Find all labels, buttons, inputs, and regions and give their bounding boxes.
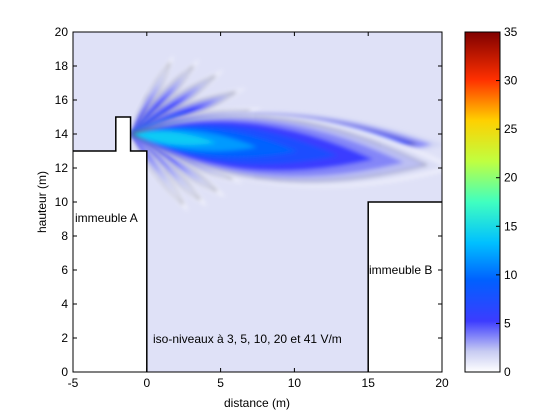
y-tick-label: 14 bbox=[55, 127, 69, 141]
y-tick-label: 4 bbox=[61, 297, 68, 311]
label-building-b: immeuble B bbox=[369, 263, 432, 277]
y-tick-label: 2 bbox=[61, 331, 68, 345]
x-axis-ticks: -5 0 5 10 15 20 bbox=[68, 32, 449, 390]
building-b-fill bbox=[368, 202, 442, 372]
y-tick-label: 20 bbox=[55, 25, 69, 39]
colorbar-tick-label: 20 bbox=[504, 171, 518, 185]
main-lobe-secondary-level-8 bbox=[132, 131, 217, 146]
colorbar-tick-label: 25 bbox=[504, 122, 518, 136]
y-tick-label: 0 bbox=[61, 365, 68, 379]
y-axis-ticks: 0 2 4 6 8 10 12 14 16 18 20 bbox=[55, 25, 442, 379]
y-tick-label: 8 bbox=[61, 229, 68, 243]
y-axis-label: hauteur (m) bbox=[35, 171, 49, 233]
label-building-a: immeuble A bbox=[75, 211, 138, 225]
colorbar bbox=[464, 31, 501, 373]
x-axis-label: distance (m) bbox=[224, 396, 290, 410]
buildings bbox=[73, 116, 442, 372]
colorbar-tick-label: 0 bbox=[504, 365, 511, 379]
building-b-outline bbox=[367, 201, 442, 372]
x-tick-label: 5 bbox=[217, 376, 224, 390]
x-tick-label: 15 bbox=[362, 376, 376, 390]
y-tick-label: 12 bbox=[55, 161, 69, 175]
x-tick-label: 0 bbox=[143, 376, 150, 390]
x-tick-label: 20 bbox=[435, 376, 449, 390]
colorbar-tick-label: 35 bbox=[504, 25, 518, 39]
colorbar-tick-label: 15 bbox=[504, 219, 518, 233]
main-lobe-secondary bbox=[131, 113, 442, 188]
y-tick-label: 16 bbox=[55, 93, 69, 107]
colorbar-ticks: 0 5 10 15 20 25 30 35 bbox=[496, 25, 518, 379]
x-tick-label: 10 bbox=[288, 376, 302, 390]
y-tick-label: 18 bbox=[55, 59, 69, 73]
side-lobe-9-level-8 bbox=[132, 134, 147, 155]
colorbar-tick-label: 5 bbox=[504, 316, 511, 330]
y-tick-label: 6 bbox=[61, 263, 68, 277]
label-isolevels: iso-niveaux à 3, 5, 10, 20 et 41 V/m bbox=[153, 332, 342, 346]
building-a-fill bbox=[73, 117, 147, 372]
building-a-outline bbox=[73, 116, 148, 372]
y-tick-label: 10 bbox=[55, 195, 69, 209]
x-tick-label: -5 bbox=[68, 376, 79, 390]
colorbar-tick-label: 30 bbox=[504, 74, 518, 88]
colorbar-tick-label: 10 bbox=[504, 268, 518, 282]
